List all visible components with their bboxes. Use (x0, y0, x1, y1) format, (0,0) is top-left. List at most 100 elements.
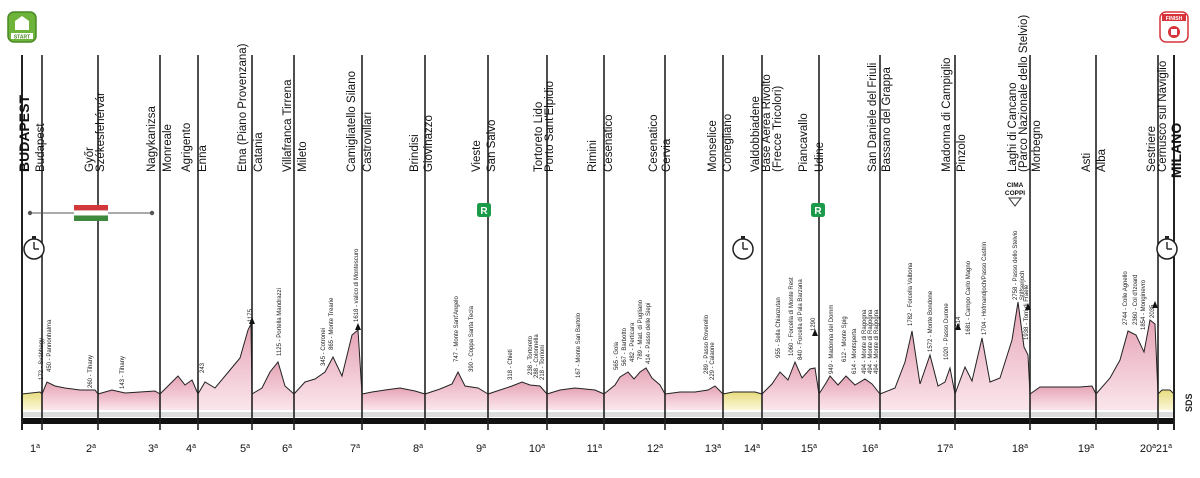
climb-label: 2035 (1150, 304, 1156, 318)
climb-label: 840 - Forcella di Pala Barzana (798, 279, 804, 360)
stage-city-label: Budapest (35, 123, 47, 172)
stage-profile (1158, 390, 1174, 410)
climb-label: 565 - Gola (614, 341, 620, 370)
stage-profile (819, 376, 880, 410)
stage-profile (294, 330, 362, 410)
stage-profile-line (487, 381, 548, 395)
stage-profile-line (818, 375, 881, 395)
climb-label: 289 - Passo Roverello (704, 314, 710, 374)
stage-number: 13a (705, 443, 721, 455)
stage-city-label: (Frecce Tricolori) (772, 86, 784, 172)
stage-city-label: Bassano del Grappa (881, 67, 893, 172)
stage-profile-line (1157, 389, 1175, 395)
stage-number: 14a (744, 443, 760, 455)
baseline-gray (22, 412, 1174, 417)
climb-label: 567 - Barbotto (622, 327, 628, 366)
stage-city-label: Székesfehérvár (95, 92, 107, 172)
climb-label: 1125 - Portella Mandrazzi (277, 288, 283, 356)
stage-profile-line (1095, 319, 1159, 395)
stage-profile (723, 392, 762, 410)
stage-city-label: Monreale (162, 124, 174, 172)
stage-profile (362, 388, 425, 410)
stage-profile-line (1029, 385, 1097, 395)
climb-label: 2758 - Passo dello Stelvio (1013, 230, 1019, 300)
rest-day-symbol: R (814, 206, 822, 217)
stage-labels: Budapest Győr Székesfehérvár Nagykanizsa Mon… (35, 15, 1169, 172)
stage-profile (1030, 386, 1096, 410)
stage-city-label: San Salvo (486, 120, 498, 172)
stage-numbers: 1a 2a 3a 4a 5a 6a 7a 8a 9a 10a 11a 12a 13a 14a 15a 16a 1… (30, 443, 1172, 455)
finish-label: FINISH (1166, 16, 1183, 22)
climb-label: 1618 - valico di Montescuro (354, 248, 360, 322)
climb-label: 318 - Chieti (508, 349, 514, 380)
stage-profile-line (97, 389, 161, 395)
climb-label: 865 - Monte Trearie (329, 297, 335, 350)
stage-number: 15a (801, 443, 817, 455)
climb-label: 243 (200, 362, 206, 373)
stage-city-label: Catania (253, 132, 265, 172)
stage-profile-line (424, 370, 489, 395)
stage-number: 18a (1012, 443, 1028, 455)
summit-triangle-icon (812, 329, 818, 336)
stage-profile (198, 324, 252, 410)
stage-city-label: San Daniele del Friuli (867, 63, 879, 172)
stage-number: 12a (647, 443, 663, 455)
climb-label: 260 - Tihany (88, 355, 94, 388)
stage-number: 20a (1140, 443, 1156, 455)
climb-label: 2744 - Colle Agnello (1123, 271, 1129, 325)
stage-city-label: Cesenatico (648, 114, 660, 172)
start-city: BUDAPEST (16, 95, 32, 172)
stage-city-label: Piancavallo (798, 113, 810, 172)
stage-number: 2a (86, 443, 96, 455)
time-trial-clock-icon (732, 236, 754, 260)
climb-label: 288 - Colonnella (534, 334, 540, 378)
stage-profile-line (361, 387, 426, 395)
stage-city-label: Camigliatello Silano (346, 71, 358, 172)
sponsor-mark: SDS (1184, 393, 1194, 412)
climb-label: 238 - Tortoreto (528, 335, 534, 375)
climb-label: 789 - Mad. di Pugliano (638, 299, 644, 360)
stage-profile (604, 368, 665, 410)
climb-label: 1681 - Campo Carlo Magno (966, 260, 972, 335)
stage-profile-line (722, 391, 763, 395)
stage-city-label: Rimini (587, 140, 599, 172)
start-badge: START (7, 11, 37, 43)
rest-day-marker: R (811, 203, 825, 217)
climb-label: 494 - Monte di Ragogna (874, 309, 880, 374)
climb-labels: 172 - Svábhegy 450 - Pannonhalma 260 - Tih… (39, 230, 1158, 389)
time-trial-clock-icon (1156, 236, 1178, 260)
finish-city: MILANO (1168, 123, 1184, 178)
stage-profile (252, 362, 294, 410)
climb-label: 955 - Sella Chianzutan (776, 297, 782, 358)
climb-label: 494 - Monte di Ragogna (868, 309, 874, 374)
climb-label: 414 - Passo delle Siepi (646, 303, 652, 364)
stage-number: 10a (529, 443, 545, 455)
stage-city-label: Tortoreto Lido (533, 102, 545, 172)
climb-label: 614 - Montsperta (852, 328, 858, 374)
stage-city-label: Sestriere (1146, 126, 1158, 172)
climb-label: 229 - Calaone (710, 342, 716, 380)
stage-city-label: Cesenatico (603, 114, 615, 172)
stage-profile (98, 390, 160, 410)
cima-coppi-badge: CIMA COPPI (1005, 182, 1025, 207)
stage-number: 3a (148, 443, 158, 455)
cima-coppi-label-2: COPPI (1005, 190, 1025, 197)
stage-city-label: Brindisi (409, 134, 421, 172)
stage-number: 17a (937, 443, 953, 455)
stage-profile-line (41, 381, 99, 395)
climb-label: 167 - Monte San Bartolo (576, 312, 582, 378)
stage-number: 11a (587, 443, 602, 455)
stage-city-label: Asti (1081, 153, 1093, 172)
stage-number: 6a (282, 443, 292, 455)
climb-label: 2360 - Col d'Izoard (1133, 274, 1139, 325)
climb-label: 612 - Monte Spig (842, 316, 848, 362)
climb-label: 143 - Tihany (120, 356, 126, 389)
climb-label: Stilfserjoch (1020, 271, 1026, 300)
stage-city-label: Etna (Piano Provenzana) (237, 43, 249, 172)
stage-number: 8a (413, 443, 423, 455)
summit-triangle-icon (249, 317, 255, 324)
stage-city-label: Laghi di Cancano (1007, 82, 1019, 172)
climb-label: 1938 - Torri di Fraele (1024, 284, 1030, 340)
stage-city-label: Nagykanizsa (146, 106, 158, 172)
